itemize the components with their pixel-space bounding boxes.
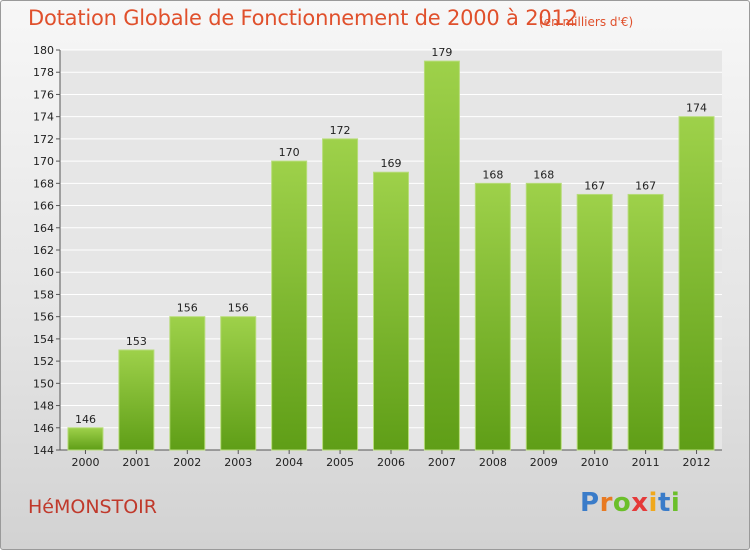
y-tick-label: 176	[33, 88, 54, 101]
y-tick-label: 180	[33, 44, 54, 57]
x-tick-label: 2010	[581, 456, 609, 469]
x-tick-label: 2012	[683, 456, 711, 469]
y-tick-label: 164	[33, 222, 54, 235]
bar	[271, 160, 308, 451]
y-tick-label: 154	[33, 333, 54, 346]
y-tick-label: 170	[33, 155, 54, 168]
data-label: 169	[381, 157, 402, 170]
bar	[220, 316, 257, 451]
y-tick-label: 152	[33, 355, 54, 368]
y-tick-label: 158	[33, 288, 54, 301]
y-tick-label: 148	[33, 400, 54, 413]
bar	[423, 60, 460, 451]
x-tick-label: 2001	[122, 456, 150, 469]
data-label: 170	[279, 146, 300, 159]
x-tick-label: 2002	[173, 456, 201, 469]
chart-title: Dotation Globale de Fonctionnement de 20…	[28, 6, 578, 30]
y-tick-label: 156	[33, 311, 54, 324]
x-tick-label: 2008	[479, 456, 507, 469]
bar	[627, 193, 664, 451]
y-tick-label: 168	[33, 177, 54, 190]
x-tick-label: 2005	[326, 456, 354, 469]
x-tick-label: 2007	[428, 456, 456, 469]
data-label: 167	[584, 179, 605, 192]
y-tick-label: 174	[33, 111, 54, 124]
data-label: 167	[635, 179, 656, 192]
y-tick-label: 144	[33, 444, 54, 457]
bar	[169, 316, 206, 451]
data-label: 168	[533, 168, 554, 181]
proxiti-logo: Proxiti	[580, 488, 681, 518]
y-tick-label: 160	[33, 266, 54, 279]
bar	[67, 427, 104, 451]
data-label: 156	[177, 302, 198, 315]
x-tick-label: 2011	[632, 456, 660, 469]
y-tick-label: 162	[33, 244, 54, 257]
y-tick-label: 172	[33, 133, 54, 146]
y-tick-label: 150	[33, 377, 54, 390]
bar	[118, 349, 155, 451]
data-label: 174	[686, 102, 707, 115]
x-tick-label: 2003	[224, 456, 252, 469]
y-tick-label: 166	[33, 200, 54, 213]
x-tick-label: 2006	[377, 456, 405, 469]
data-label: 179	[431, 46, 452, 59]
y-tick-label: 178	[33, 66, 54, 79]
y-tick-label: 146	[33, 422, 54, 435]
chart-unit: (en milliers d'€)	[539, 15, 634, 29]
data-label: 156	[228, 302, 249, 315]
bar	[322, 138, 359, 451]
commune-name: HéMONSTOIR	[28, 496, 157, 518]
x-tick-label: 2004	[275, 456, 303, 469]
x-tick-label: 2009	[530, 456, 558, 469]
bar	[474, 182, 511, 451]
bar	[373, 171, 409, 451]
data-label: 146	[75, 413, 96, 426]
data-label: 172	[330, 124, 351, 137]
bar	[525, 182, 562, 451]
data-label: 168	[482, 168, 503, 181]
bar	[678, 116, 715, 451]
bar	[576, 193, 613, 451]
data-label: 153	[126, 335, 147, 348]
x-tick-label: 2000	[71, 456, 99, 469]
